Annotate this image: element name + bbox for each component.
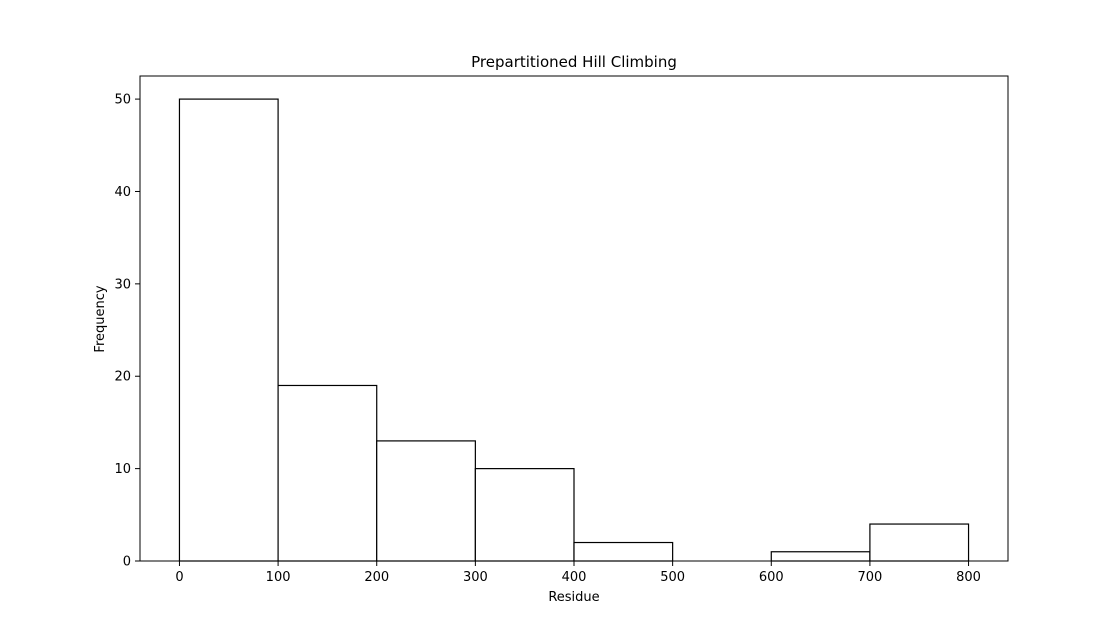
histogram-bar-3 bbox=[474, 468, 575, 562]
x-tick-label-8: 800 bbox=[956, 570, 981, 585]
x-tick-label-3: 300 bbox=[463, 570, 488, 585]
x-tick-label-2: 200 bbox=[364, 570, 389, 585]
histogram-bar-2 bbox=[376, 440, 476, 562]
histogram-bar-7 bbox=[869, 523, 970, 562]
histogram-bar-0 bbox=[178, 98, 279, 562]
histogram-bar-6 bbox=[770, 551, 871, 562]
x-axis-label: Residue bbox=[548, 590, 599, 605]
y-tick-label-0: 0 bbox=[123, 555, 131, 570]
x-tick-label-0: 0 bbox=[175, 570, 183, 585]
x-axis-ticks: 0 100 200 300 400 500 600 700 800 bbox=[175, 561, 981, 585]
x-tick-label-7: 700 bbox=[857, 570, 882, 585]
histogram-bar-4 bbox=[573, 541, 674, 562]
y-axis-label: Frequency bbox=[93, 285, 108, 352]
y-axis-ticks: 0 10 20 30 40 50 bbox=[114, 93, 140, 570]
y-tick-label-1: 10 bbox=[114, 462, 131, 477]
y-tick-label-4: 40 bbox=[114, 185, 131, 200]
y-tick-label-2: 20 bbox=[114, 370, 131, 385]
x-tick-label-5: 500 bbox=[660, 570, 685, 585]
bars-group bbox=[178, 98, 970, 562]
histogram-bar-1 bbox=[277, 384, 378, 562]
x-tick-label-6: 600 bbox=[759, 570, 784, 585]
x-tick-label-1: 100 bbox=[266, 570, 291, 585]
x-tick-label-4: 400 bbox=[562, 570, 587, 585]
y-tick-label-3: 30 bbox=[114, 277, 131, 292]
chart-title: Prepartitioned Hill Climbing bbox=[471, 53, 677, 71]
y-tick-label-5: 50 bbox=[114, 93, 131, 108]
